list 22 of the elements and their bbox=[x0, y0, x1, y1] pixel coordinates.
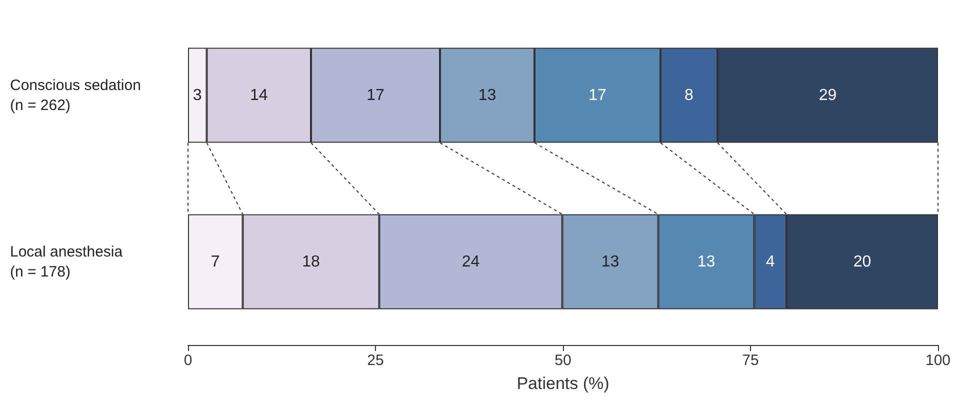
x-tick-label: 75 bbox=[742, 352, 759, 369]
data-label: 13 bbox=[601, 253, 620, 270]
x-tick-label: 25 bbox=[367, 352, 384, 369]
data-label: 3 bbox=[192, 86, 202, 104]
x-tick-label: 100 bbox=[925, 352, 951, 369]
data-label: 7 bbox=[210, 253, 220, 270]
x-tick-label: 50 bbox=[554, 352, 572, 369]
data-label: 18 bbox=[302, 253, 320, 270]
data-label: 4 bbox=[766, 253, 775, 270]
data-label: 17 bbox=[366, 86, 384, 104]
data-label: 17 bbox=[588, 86, 606, 104]
x-axis-title: Patients (%) bbox=[516, 374, 610, 393]
data-label: 13 bbox=[478, 86, 496, 104]
y-tick-label: Conscious sedation (n = 262) bbox=[10, 76, 141, 114]
data-label: 24 bbox=[462, 253, 480, 270]
x-tick-label: 0 bbox=[184, 352, 192, 369]
data-label: 8 bbox=[684, 86, 694, 104]
y-tick-label: Local anesthesia (n = 178) bbox=[10, 243, 124, 280]
data-label: 29 bbox=[818, 86, 837, 104]
data-label: 14 bbox=[250, 86, 268, 104]
data-label: 13 bbox=[697, 253, 716, 270]
data-label: 20 bbox=[853, 253, 872, 270]
